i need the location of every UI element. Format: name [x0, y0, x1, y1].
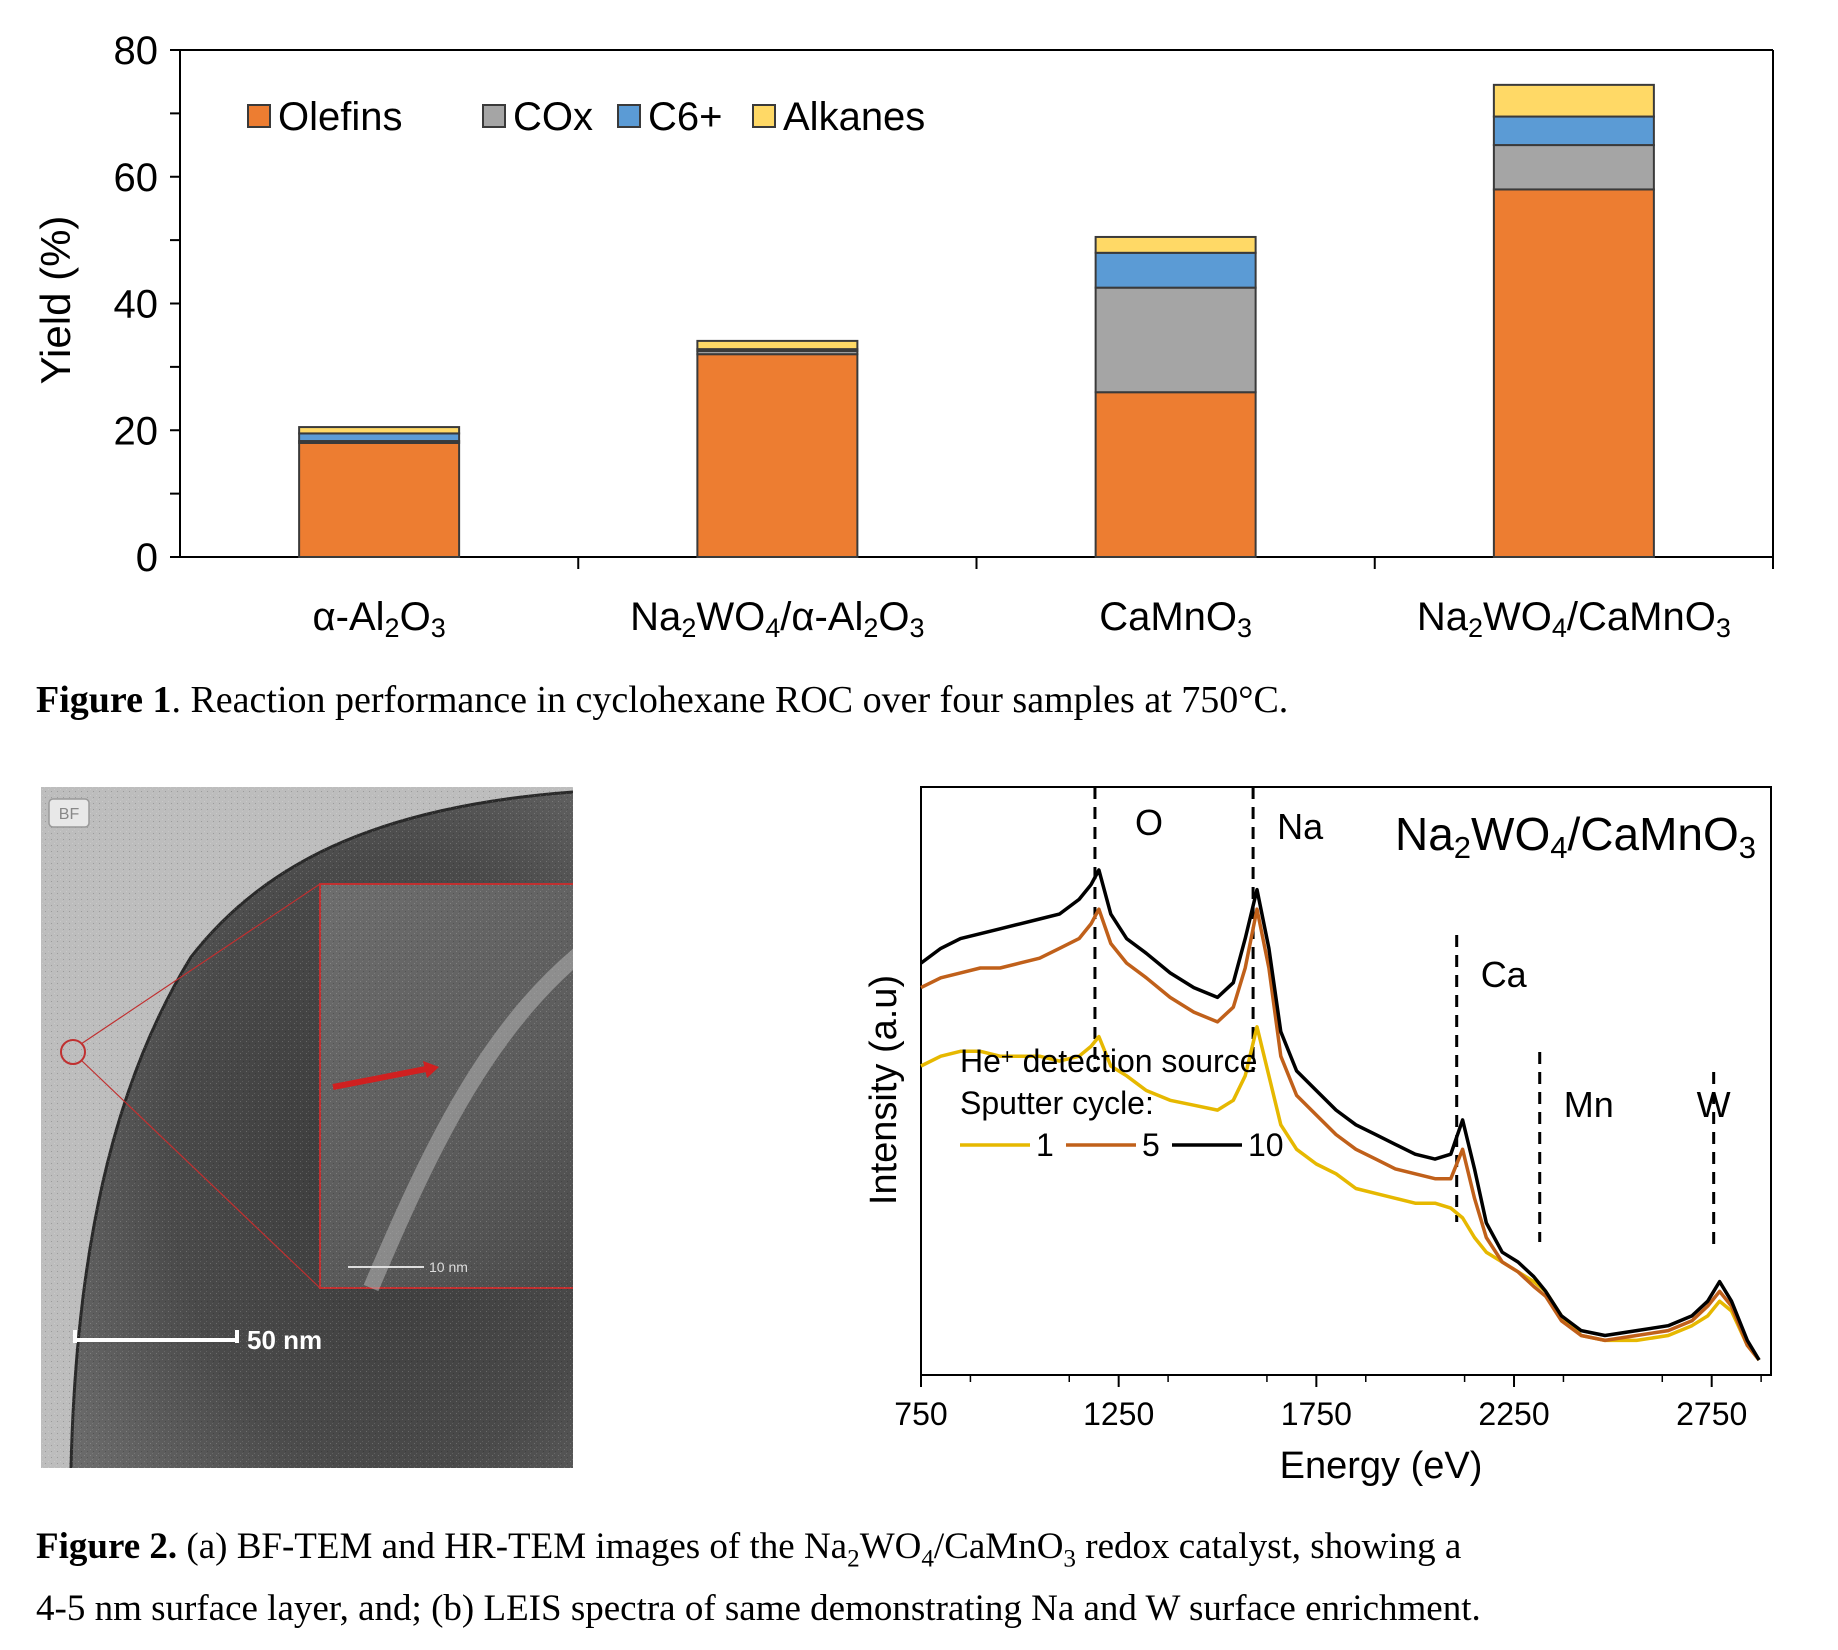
figure2-caption-label: Figure 2. — [36, 1526, 178, 1567]
legend-swatch — [617, 104, 641, 128]
chart-legend: Olefins COx C6+ Alkanes — [247, 95, 925, 139]
leis-legend-label: 5 — [1142, 1127, 1160, 1163]
bar-plot-area: 0 20 40 60 80 α-Al2O3 Na2WO4/α-Al2O3 CaMnO3 Na2W… — [114, 29, 1774, 643]
main-scalebar: 50 nm — [73, 1325, 322, 1355]
bar-segment-alkanes — [298, 426, 461, 435]
legend-label: Olefins — [278, 95, 403, 139]
bar-segment-olefins — [696, 353, 859, 559]
red-arrow — [332, 1066, 427, 1090]
leis-legend-heading: Sputter cycle: — [960, 1085, 1154, 1121]
leis-legend-heading: He+ detection source — [960, 1043, 1257, 1079]
y-tick-label: 60 — [114, 156, 159, 200]
peak-marker-label: Mn — [1564, 1084, 1614, 1125]
y-tick-label: 0 — [136, 536, 158, 580]
figure1-caption-text: . Reaction performance in cyclohexane RO… — [171, 679, 1289, 721]
leis-chart-title: Na2WO4/CaMnO3 — [1395, 808, 1756, 865]
legend-swatch — [247, 104, 271, 128]
peak-marker-label: Na — [1277, 806, 1324, 847]
leis-series-line-5 — [920, 907, 1761, 1362]
bar-segment-c6 — [1492, 115, 1655, 147]
leis-x-tick-label: 1250 — [1083, 1396, 1154, 1432]
leis-series-line-10 — [919, 868, 1761, 1361]
legend-swatch — [482, 104, 506, 128]
leis-x-tick-label: 2750 — [1676, 1396, 1747, 1432]
x-category-label: Na2WO4/α-Al2O3 — [630, 595, 924, 643]
bar-segment-cox — [1492, 144, 1655, 191]
leis-x-tick-label: 1750 — [1281, 1396, 1352, 1432]
leis-x-axis-label: Energy (eV) — [1280, 1445, 1483, 1487]
figure1-caption: Figure 1. Reaction performance in cycloh… — [36, 678, 1288, 722]
figure2-caption-line1: Figure 2. (a) BF-TEM and HR-TEM images o… — [36, 1522, 1826, 1584]
y-tick-label: 20 — [114, 409, 159, 453]
bf-badge-text: BF — [59, 806, 80, 823]
bar-segment-olefins — [298, 441, 461, 558]
leis-x-tick-label: 2250 — [1478, 1396, 1549, 1432]
bar-segment-olefins — [1094, 391, 1257, 558]
bar-segment-alkanes — [1492, 83, 1655, 118]
bar-segment-cox — [1094, 286, 1257, 394]
peak-marker-label: W — [1697, 1084, 1731, 1125]
y-tick-label: 40 — [114, 283, 159, 327]
leis-plot-area: 750 1250 1750 2250 2750 O Na Ca Mn W — [894, 787, 1762, 1432]
x-category-label: Na2WO4/CaMnO3 — [1417, 595, 1731, 643]
figure1-caption-label: Figure 1 — [36, 679, 172, 721]
x-category-label: CaMnO3 — [1099, 595, 1252, 643]
bar-segment-c6 — [1094, 251, 1257, 289]
peak-marker-label: O — [1135, 802, 1163, 843]
hr-tem-inset: 10 nm — [319, 883, 573, 1292]
y-tick-label: 80 — [114, 29, 159, 73]
bar-segment-c6 — [298, 432, 461, 443]
inset-scalebar-label: 10 nm — [429, 1259, 468, 1275]
bar-segment-alkanes — [1094, 235, 1257, 254]
x-category-label: α-Al2O3 — [313, 595, 446, 643]
tem-image-panel: BF 10 nm 50 nm — [41, 787, 573, 1468]
leis-x-tick-label: 750 — [894, 1396, 947, 1432]
leis-y-axis-label: Intensity (a.u) — [863, 975, 905, 1205]
bf-badge — [48, 798, 90, 828]
y-axis-label: Yield (%) — [32, 216, 79, 385]
legend-label: COx — [513, 95, 593, 139]
leis-legend-label: 10 — [1248, 1127, 1284, 1163]
bar-segment-alkanes — [696, 339, 859, 351]
leis-legend-label: 1 — [1036, 1127, 1054, 1163]
zoom-region-marker — [60, 1039, 86, 1065]
figure2-leis-chart: Na2WO4/CaMnO3 Intensity (a.u) Energy (eV… — [863, 786, 1772, 1487]
leis-plot-frame — [920, 786, 1772, 1376]
legend-label: Alkanes — [783, 95, 925, 139]
figure1-bar-chart: Yield (%) 0 20 40 60 80 α-Al2O3 Na2WO4/α-Al2O3… — [32, 29, 1774, 643]
figure2-caption-text-1: (a) BF-TEM and HR-TEM images of the Na2W… — [186, 1526, 1462, 1573]
main-scalebar-label: 50 nm — [247, 1325, 322, 1355]
figure2-caption-line2: 4-5 nm surface layer, and; (b) LEIS spec… — [36, 1588, 1481, 1630]
legend-swatch — [752, 104, 776, 128]
peak-marker-label: Ca — [1481, 954, 1528, 995]
figure2-caption: Figure 2. (a) BF-TEM and HR-TEM images o… — [36, 1522, 1826, 1634]
legend-label: C6+ — [648, 95, 723, 139]
bar-segment-olefins — [1492, 188, 1655, 559]
leis-legend: He+ detection source Sputter cycle: 1 5 10 — [960, 1043, 1284, 1163]
